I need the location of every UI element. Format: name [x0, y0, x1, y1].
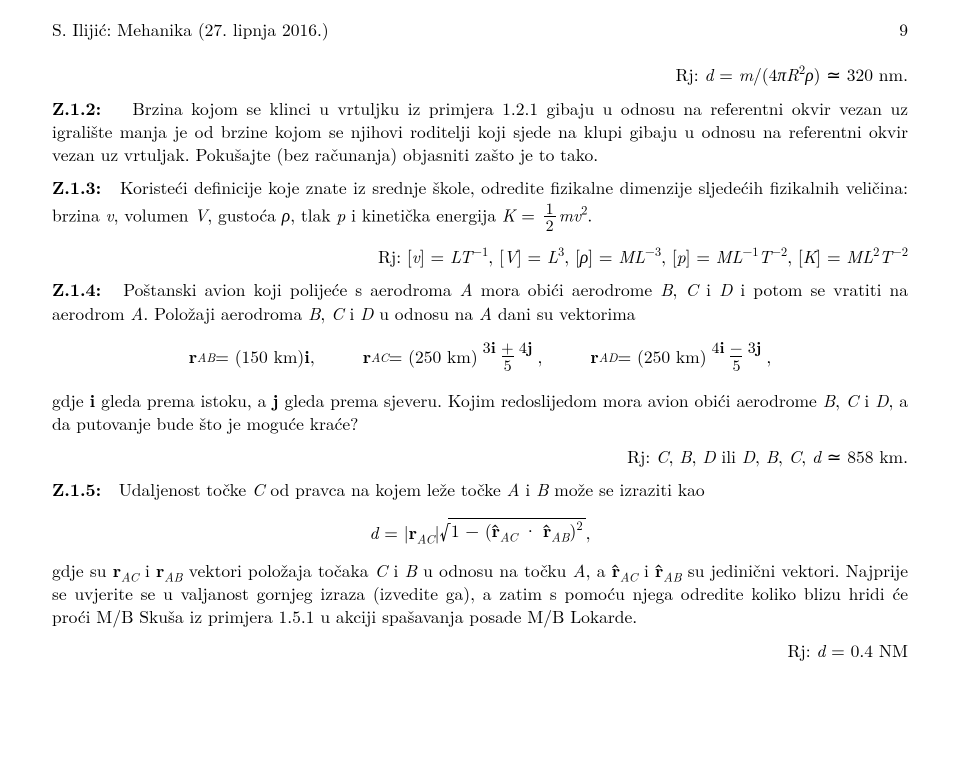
answer-z11: Rj: d = m/(4πR2ρ) ≃ 320 nm. [52, 63, 908, 86]
label-z14: Z.1.4: [52, 277, 101, 302]
page-header: S. Ilijić: Mehanika (27. lipnja 2016.) 9 [52, 18, 908, 41]
problem-z15-p2: gdje su rAC i rAB vektori položaja točak… [52, 559, 908, 629]
answer-z15: Rj: d = 0.4 NM [52, 639, 908, 662]
header-left: S. Ilijić: Mehanika (27. lipnja 2016.) [52, 18, 329, 41]
answer-z14: Rj: C, B, D ili D, B, C, d ≃ 858 km. [52, 445, 908, 468]
page: S. Ilijić: Mehanika (27. lipnja 2016.) 9… [0, 0, 960, 779]
equation-row-z14: rAB = (150 km) i, rAC = (250 km)3i + 4j5… [52, 339, 908, 375]
problem-z14-p2: gdje i gleda prema istoku, a j gleda pre… [52, 389, 908, 436]
label-z12: Z.1.2: [52, 96, 101, 121]
equation-z15: d = |rAC|√1 − (r̂AC · r̂AB)2, [52, 516, 908, 545]
answer-z13: Rj: [v] = LT−1, [V] = L3, [ρ] = ML−3, [p… [52, 245, 908, 268]
problem-z13: Z.1.3: Koristeći definicije koje znate i… [52, 176, 908, 235]
text-z12: Brzina kojom se klinci u vrtuljku iz pri… [52, 96, 908, 168]
eq-rAB: rAB = (150 km) i, [189, 339, 315, 375]
label-z13: Z.1.3: [52, 175, 101, 200]
problem-z15-p1: Z.1.5: Udaljenost točke C od pravca na k… [52, 478, 908, 501]
header-page-number: 9 [899, 18, 908, 41]
eq-rAC: rAC = (250 km)3i + 4j5, [363, 339, 543, 375]
problem-z12: Z.1.2: Brzina kojom se klinci u vrtuljku… [52, 97, 908, 167]
label-z15: Z.1.5: [52, 477, 101, 502]
problem-z14-p1: Z.1.4: Poštanski avion koji polijeće s a… [52, 278, 908, 325]
eq-rAD: rAD = (250 km)4i − 3j5, [590, 339, 771, 375]
